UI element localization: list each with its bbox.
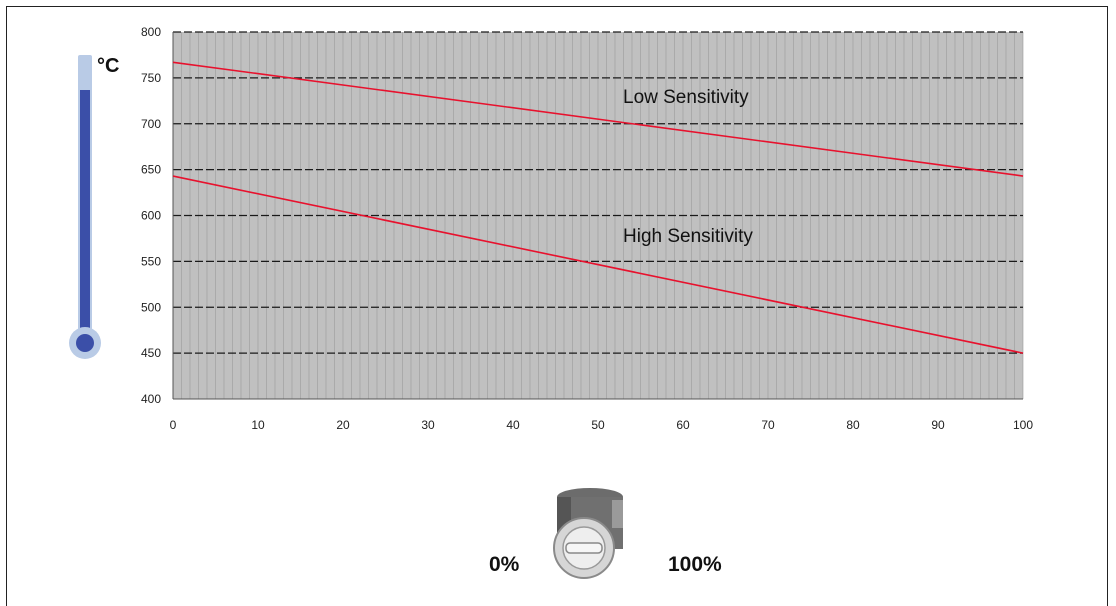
- unit-label: °C: [97, 55, 119, 77]
- x-tick-label: 10: [251, 418, 265, 432]
- series-label: Low Sensitivity: [623, 87, 749, 108]
- x-tick-label: 0: [170, 418, 177, 432]
- y-tick-label: 700: [141, 117, 161, 131]
- x-tick-label: 90: [931, 418, 945, 432]
- x-tick-label: 100: [1013, 418, 1033, 432]
- plot-area: [172, 31, 1024, 400]
- y-tick-label: 450: [141, 346, 161, 360]
- y-tick-label: 550: [141, 254, 161, 268]
- figure-frame: [6, 6, 1108, 606]
- x-tick-label: 40: [506, 418, 520, 432]
- y-tick-label: 600: [141, 209, 161, 223]
- x-tick-label: 80: [846, 418, 860, 432]
- series-label: High Sensitivity: [623, 226, 753, 247]
- y-tick-label: 750: [141, 71, 161, 85]
- dial-min-label: 0%: [489, 553, 520, 576]
- x-tick-label: 70: [761, 418, 775, 432]
- x-tick-label: 20: [336, 418, 350, 432]
- thermometer-icon: [69, 55, 101, 359]
- series-line: [172, 175, 1024, 354]
- adjustment-dial-icon[interactable]: [553, 488, 623, 579]
- y-axis: 400 450 500 550 600 650 700 750 800: [141, 25, 161, 406]
- dial-max-label: 100%: [668, 553, 722, 576]
- y-tick-label: 500: [141, 300, 161, 314]
- series-line: [172, 61, 1024, 177]
- x-tick-label: 60: [676, 418, 690, 432]
- y-tick-label: 800: [141, 25, 161, 39]
- x-axis: 0 10 20 30 40 50 60 70 80 90 100: [170, 418, 1034, 432]
- series-layer: Low Sensitivity High Sensitivity: [172, 61, 1024, 354]
- x-tick-label: 30: [421, 418, 435, 432]
- y-tick-label: 650: [141, 163, 161, 177]
- y-tick-label: 400: [141, 392, 161, 406]
- x-tick-label: 50: [591, 418, 605, 432]
